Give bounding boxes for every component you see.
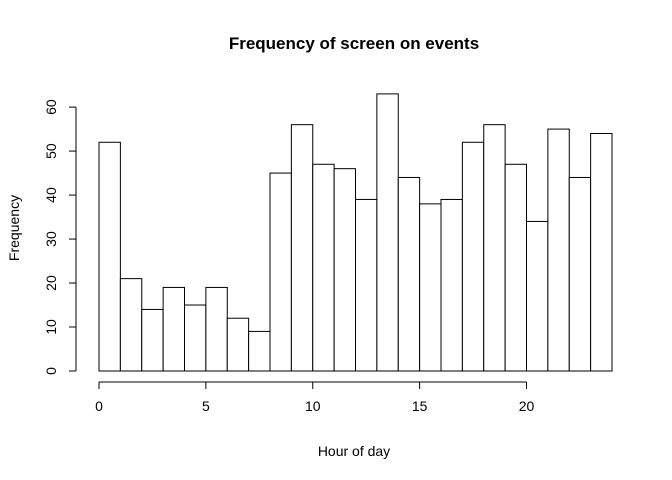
x-tick-label: 5 [202,398,210,414]
y-tick-label: 0 [43,367,59,375]
x-axis-label: Hour of day [318,443,390,459]
histogram-bar [312,163,335,372]
x-tick-label: 15 [412,398,428,414]
histogram-bar [568,176,592,372]
histogram-bar [248,330,271,372]
histogram-bar [98,141,121,372]
histogram-bar [205,286,228,372]
bar-group [98,93,613,372]
y-axis-label: Frequency [6,195,22,261]
y-tick-label: 40 [43,187,59,203]
histogram-bar [461,141,485,372]
x-tick-label: 10 [305,398,321,414]
x-tick-label: 20 [519,398,535,414]
histogram-bar [226,317,250,372]
y-tick-label: 30 [43,231,59,247]
y-axis: 0 10 20 30 40 50 60 [43,99,77,375]
x-axis: 0 5 10 15 20 [95,381,535,414]
histogram-bar [376,93,399,372]
histogram-bar [483,124,506,372]
histogram-bar [162,286,186,372]
y-tick-label: 20 [43,275,59,291]
y-tick-label: 60 [43,99,59,115]
histogram-bar [590,132,613,372]
histogram-bar [440,198,463,372]
x-tick-label: 0 [95,398,103,414]
y-tick-label: 50 [43,143,59,159]
histogram-bar [355,198,378,372]
y-tick-label: 10 [43,319,59,335]
histogram-bar [526,220,549,372]
histogram-bar [333,168,357,372]
histogram-bar [419,203,442,372]
histogram-bar [290,124,314,372]
histogram-bar [397,176,421,372]
histogram-bar [547,128,570,372]
histogram-bar [184,304,207,372]
chart-title: Frequency of screen on events [229,34,479,53]
histogram-bar [269,172,292,372]
histogram-bar [504,163,528,372]
histogram-bar [141,308,164,372]
histogram-bar [119,278,143,372]
